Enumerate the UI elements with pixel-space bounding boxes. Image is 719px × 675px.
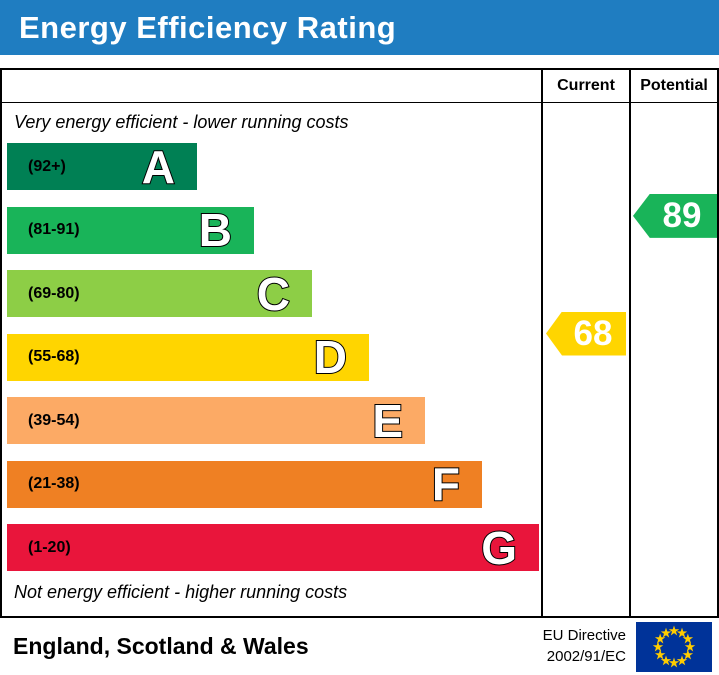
band-range-label: (21-38) — [28, 475, 80, 492]
band-range-label: (81-91) — [28, 221, 80, 238]
band-c: (69-80) C — [7, 267, 312, 320]
current-rating-arrow: 68 — [546, 311, 626, 356]
footer: England, Scotland & Wales EU Directive 2… — [0, 618, 719, 675]
potential-column-header: Potential — [631, 70, 717, 103]
band-range-label: (55-68) — [28, 348, 80, 365]
current-rating-value: 68 — [573, 314, 613, 353]
current-column-body: 68 — [543, 103, 629, 616]
page-title: Energy Efficiency Rating — [19, 9, 397, 45]
region-label: England, Scotland & Wales — [13, 633, 309, 659]
band-b: (81-91) B — [7, 204, 254, 256]
band-f: (21-38) F — [7, 458, 482, 510]
potential-rating-arrow: 89 — [633, 193, 717, 238]
band-letter: A — [141, 140, 176, 193]
current-column: Current 68 — [541, 70, 629, 616]
band-range-label: (69-80) — [28, 284, 80, 302]
band-letter: B — [198, 204, 233, 256]
band-letter: F — [431, 458, 461, 510]
eu-flag-svg — [636, 621, 712, 672]
eu-directive-line2: 2002/91/EC — [546, 647, 626, 665]
caption-bottom: Not energy efficient - higher running co… — [14, 582, 348, 602]
potential-column-body: 89 — [631, 103, 717, 616]
band-range-label: (92+) — [28, 157, 66, 175]
band-letter: G — [480, 521, 518, 574]
footer-right: EU Directive 2002/91/EC — [543, 621, 712, 672]
band-letter: C — [256, 267, 291, 320]
band-d: (55-68) D — [7, 331, 369, 383]
band-e: (39-54) E — [7, 394, 425, 447]
band-letter: E — [371, 394, 404, 447]
band-range-label: (39-54) — [28, 411, 80, 429]
current-column-header: Current — [543, 70, 629, 103]
band-a: (92+) A — [7, 140, 197, 193]
potential-rating-value: 89 — [662, 196, 702, 236]
band-g: (1-20) G — [7, 521, 539, 574]
band-range-label: (1-20) — [28, 538, 71, 556]
epc-chart: Very energy efficient - lower running co… — [0, 68, 719, 618]
eu-directive-text: EU Directive 2002/91/EC — [543, 626, 626, 667]
bands-column: Very energy efficient - lower running co… — [2, 70, 541, 616]
band-letter: D — [313, 331, 348, 383]
caption-top: Very energy efficient - lower running co… — [14, 112, 349, 132]
bands-area: Very energy efficient - lower running co… — [2, 103, 541, 616]
potential-column: Potential 89 — [629, 70, 717, 616]
eu-directive-line1: EU Directive — [542, 627, 626, 645]
eu-flag-icon — [636, 621, 712, 672]
bands-column-header — [2, 70, 541, 103]
title-bar: Energy Efficiency Rating — [0, 0, 719, 55]
